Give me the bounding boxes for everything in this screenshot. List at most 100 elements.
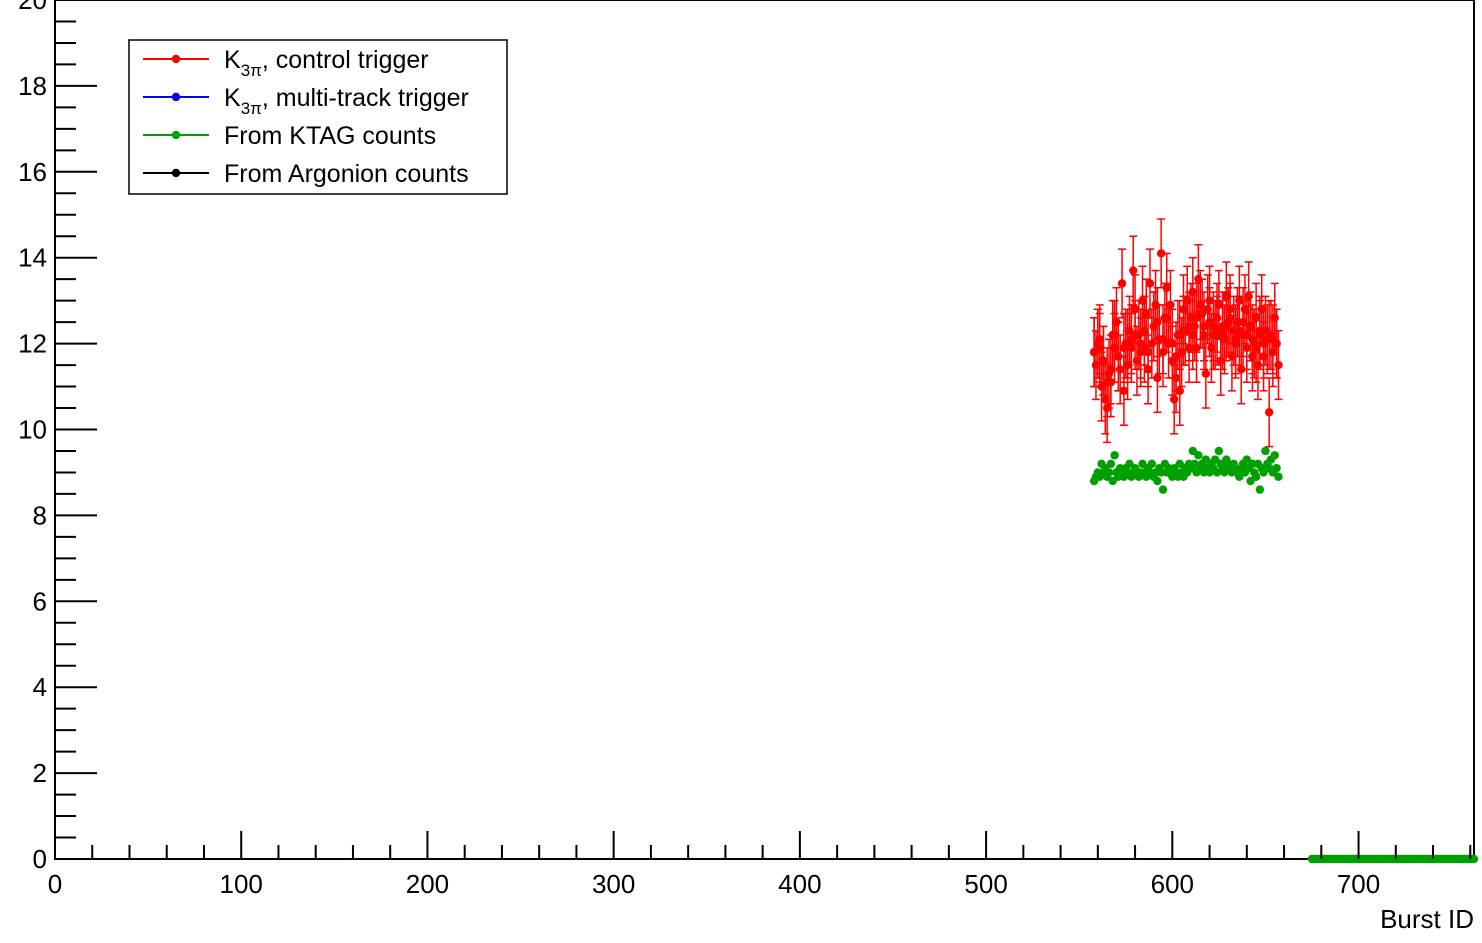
data-point bbox=[1205, 317, 1214, 327]
legend-marker bbox=[171, 92, 181, 102]
legend-marker bbox=[171, 130, 181, 140]
data-point bbox=[1261, 446, 1270, 456]
data-point bbox=[1153, 373, 1162, 383]
data-point bbox=[1225, 313, 1235, 323]
x-axis-title: Burst ID bbox=[1380, 904, 1474, 934]
data-point bbox=[1110, 451, 1119, 460]
data-point bbox=[1138, 296, 1147, 305]
data-point bbox=[1166, 300, 1175, 310]
y-tick-label: 2 bbox=[33, 758, 47, 788]
data-point bbox=[1244, 292, 1253, 301]
data-point bbox=[1222, 322, 1231, 331]
data-point bbox=[1117, 279, 1127, 288]
y-tick-label: 4 bbox=[33, 672, 47, 702]
data-point bbox=[1102, 378, 1112, 387]
data-point bbox=[1274, 472, 1283, 481]
data-point bbox=[1142, 309, 1151, 318]
data-point bbox=[1251, 472, 1261, 481]
y-axis-ticks: 0 2 4 6 8 10 12 14 16 18 20 bbox=[18, 0, 97, 874]
data-point bbox=[1106, 459, 1116, 469]
data-point bbox=[1188, 330, 1198, 340]
data-point bbox=[1272, 339, 1281, 348]
data-point bbox=[1140, 326, 1149, 335]
data-point bbox=[1145, 279, 1155, 288]
data-point bbox=[1251, 343, 1261, 353]
data-point bbox=[1207, 343, 1216, 353]
legend-label: K3π, multi-track trigger bbox=[224, 84, 469, 118]
data-point bbox=[1246, 322, 1255, 331]
axes: 0 100 200 300 400 500 600 700 0 2 4 6 8 10 12 14 16 18 20… bbox=[18, 0, 1474, 934]
data-point bbox=[1235, 326, 1244, 335]
data-point bbox=[1238, 317, 1248, 327]
data-point bbox=[1129, 266, 1138, 275]
data-point bbox=[1264, 408, 1274, 417]
y-tick-label: 18 bbox=[18, 71, 47, 101]
data-point bbox=[1101, 395, 1110, 404]
x-tick-label: 500 bbox=[964, 869, 1007, 899]
data-point bbox=[1184, 322, 1194, 331]
data-point bbox=[1099, 356, 1108, 365]
y-tick-label: 14 bbox=[18, 243, 47, 273]
data-point bbox=[1270, 313, 1279, 323]
data-point bbox=[1255, 326, 1265, 335]
data-point bbox=[1169, 395, 1179, 404]
x-tick-label: 0 bbox=[48, 869, 62, 899]
data-point bbox=[1132, 356, 1142, 365]
data-point bbox=[1201, 369, 1211, 378]
x-tick-label: 700 bbox=[1337, 869, 1380, 899]
x-tick-label: 100 bbox=[220, 869, 263, 899]
data-point bbox=[1274, 360, 1283, 370]
legend: K3π, control trigger K3π, multi-track tri… bbox=[128, 39, 508, 195]
data-point bbox=[1156, 249, 1166, 258]
data-point bbox=[1214, 446, 1224, 456]
data-point bbox=[1091, 360, 1101, 370]
y-tick-label: 10 bbox=[18, 415, 47, 445]
legend-label: K3π, control trigger bbox=[224, 46, 429, 80]
x-tick-label: 400 bbox=[778, 869, 821, 899]
data-point bbox=[1259, 339, 1268, 348]
legend-item: From Argonion counts bbox=[143, 160, 469, 188]
data-point bbox=[1272, 463, 1281, 473]
legend-marker bbox=[171, 54, 181, 64]
data-point bbox=[1095, 343, 1104, 353]
data-point bbox=[1104, 468, 1114, 477]
data-point bbox=[1194, 451, 1203, 460]
series bbox=[1307, 854, 1479, 864]
y-tick-label: 8 bbox=[33, 500, 47, 530]
data-point bbox=[1171, 352, 1181, 361]
data-point bbox=[1255, 485, 1265, 494]
data-point bbox=[1231, 335, 1240, 344]
y-tick-label: 0 bbox=[33, 844, 47, 874]
data-point bbox=[1168, 339, 1177, 348]
data-point bbox=[1270, 451, 1279, 460]
data-point bbox=[1147, 459, 1157, 469]
data-point bbox=[1158, 485, 1168, 494]
data-layer bbox=[1089, 218, 1479, 864]
data-point bbox=[1130, 330, 1140, 340]
data-point bbox=[1153, 476, 1162, 486]
x-tick-label: 600 bbox=[1151, 869, 1194, 899]
data-point bbox=[1218, 330, 1227, 340]
data-point bbox=[1114, 352, 1123, 361]
legend-label: From KTAG counts bbox=[224, 122, 436, 150]
y-tick-label: 12 bbox=[18, 329, 47, 359]
data-point bbox=[1162, 313, 1171, 323]
data-point bbox=[1248, 335, 1257, 344]
y-tick-label: 20 bbox=[18, 0, 47, 15]
data-point bbox=[1196, 309, 1205, 318]
x-tick-label: 200 bbox=[406, 869, 449, 899]
x-axis-ticks: 0 100 200 300 400 500 600 700 bbox=[48, 831, 1472, 899]
data-point bbox=[1119, 386, 1129, 396]
legend-label: From Argonion counts bbox=[224, 160, 469, 188]
y-tick-label: 6 bbox=[33, 586, 47, 616]
data-point bbox=[1153, 317, 1162, 327]
legend-box bbox=[128, 39, 508, 195]
data-point bbox=[1143, 347, 1153, 357]
data-point bbox=[1469, 854, 1479, 864]
legend-marker bbox=[171, 168, 181, 178]
series bbox=[1089, 446, 1283, 494]
data-point bbox=[1158, 335, 1168, 344]
legend-item: From KTAG counts bbox=[143, 122, 436, 150]
series bbox=[1089, 218, 1283, 448]
